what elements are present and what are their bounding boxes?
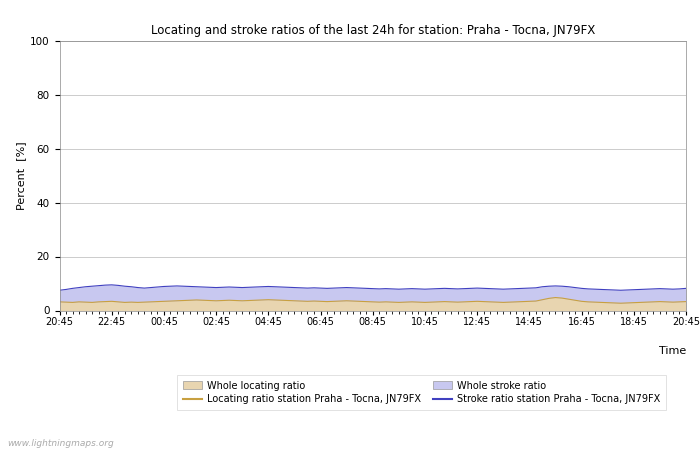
Legend: Whole locating ratio, Locating ratio station Praha - Tocna, JN79FX, Whole stroke: Whole locating ratio, Locating ratio sta… <box>177 375 666 410</box>
Y-axis label: Percent  [%]: Percent [%] <box>16 141 26 210</box>
Text: Time: Time <box>659 346 686 356</box>
Title: Locating and stroke ratios of the last 24h for station: Praha - Tocna, JN79FX: Locating and stroke ratios of the last 2… <box>150 23 595 36</box>
Text: www.lightningmaps.org: www.lightningmaps.org <box>7 439 113 448</box>
